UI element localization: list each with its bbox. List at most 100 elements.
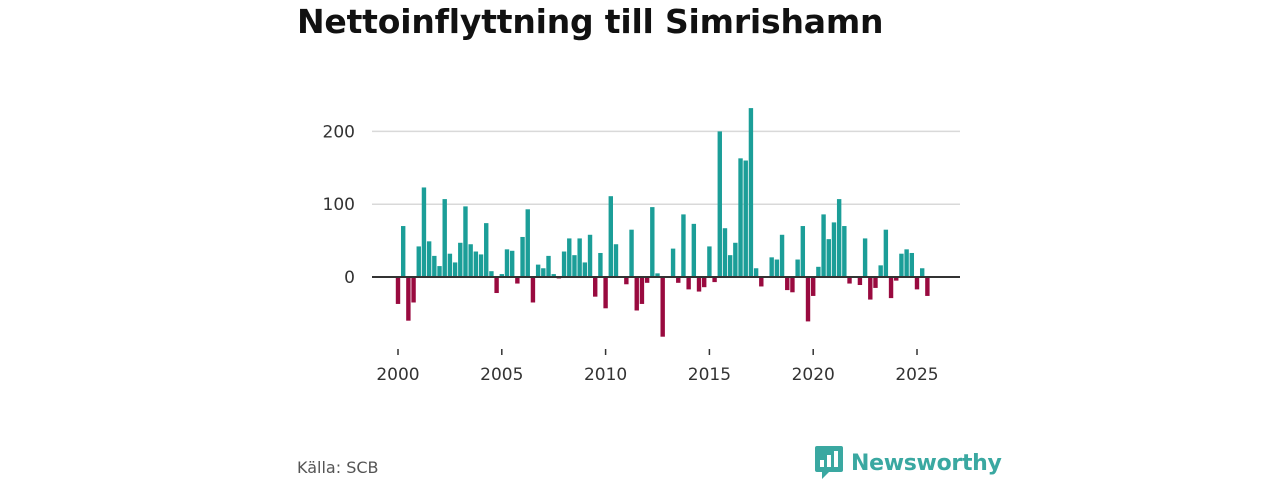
bar (733, 242, 738, 277)
brand-name: Newsworthy (851, 450, 1002, 476)
bar (816, 266, 821, 277)
x-tick-label: 2015 (688, 365, 731, 385)
bar (691, 223, 697, 277)
bar (484, 223, 489, 277)
gridlines (372, 130, 960, 205)
bar (919, 268, 925, 277)
source-note: Källa: SCB (297, 458, 379, 477)
bar (899, 253, 904, 277)
bar (811, 277, 816, 296)
x-tick-label: 2005 (480, 365, 523, 385)
bar (686, 277, 691, 290)
bar (535, 264, 541, 277)
y-tick-label: 200 (323, 122, 355, 142)
bar (676, 277, 681, 283)
y-tick-label: 100 (323, 195, 355, 215)
bar (582, 262, 588, 277)
bar (468, 244, 473, 277)
bar (650, 207, 655, 277)
bar (437, 266, 442, 277)
bar (515, 277, 520, 284)
bar (421, 187, 427, 277)
bar (546, 255, 551, 277)
bar (561, 251, 567, 277)
bar (489, 271, 494, 277)
bar (634, 277, 639, 311)
bar (831, 222, 837, 277)
bar (603, 277, 608, 309)
bar (914, 277, 920, 290)
bar (644, 277, 650, 283)
bar (821, 214, 826, 277)
bar (795, 259, 800, 277)
newsworthy-logo-icon (815, 446, 843, 479)
bar (748, 108, 754, 277)
bar (447, 253, 453, 277)
bar (567, 238, 572, 277)
bar (800, 226, 806, 277)
bar (525, 209, 530, 277)
bar (712, 277, 717, 283)
bar (624, 277, 629, 285)
bar (868, 277, 873, 300)
bar (572, 255, 577, 277)
bar (826, 239, 831, 277)
bar (790, 277, 795, 293)
bar (509, 250, 515, 277)
bar (406, 277, 411, 321)
bar (473, 251, 479, 277)
x-tick-label: 2020 (792, 365, 835, 385)
bar (400, 226, 406, 277)
bar (478, 254, 484, 277)
bar (836, 199, 842, 277)
bar (499, 274, 504, 277)
x-tick-label: 2000 (376, 365, 419, 385)
bar (426, 241, 432, 277)
bar (753, 268, 759, 277)
bar (411, 277, 416, 303)
brand-logo[interactable]: Newsworthy (815, 446, 1002, 480)
bar (738, 158, 743, 277)
bar (878, 265, 883, 277)
bar (452, 262, 458, 277)
bar (696, 277, 702, 292)
x-tick-label: 2010 (584, 365, 627, 385)
bar (494, 277, 499, 294)
bar (681, 214, 686, 277)
bar (655, 273, 660, 277)
x-tick-label: 2025 (895, 365, 938, 385)
bar (541, 268, 546, 277)
bar (520, 236, 525, 277)
bar (888, 277, 894, 299)
bar (904, 249, 909, 277)
bar (442, 199, 447, 277)
bar (598, 252, 603, 277)
bar (769, 257, 774, 277)
bar (717, 131, 722, 277)
bar (862, 238, 868, 277)
bar (670, 248, 676, 277)
tick-labels: 0 100 200 2000 2005 2010 2015 2020 2025 (323, 122, 939, 385)
bar (707, 246, 712, 277)
bar (842, 226, 847, 277)
y-tick-label: 0 (344, 268, 355, 288)
bar (660, 277, 665, 337)
bar (504, 249, 510, 277)
bar (577, 238, 582, 277)
bar (613, 244, 619, 277)
bar (551, 274, 556, 277)
bar (416, 246, 421, 277)
bar (629, 229, 634, 277)
bar (432, 255, 437, 277)
bar (847, 277, 852, 284)
bar (639, 277, 645, 304)
bar (857, 277, 863, 286)
bar (873, 277, 878, 288)
bar (785, 277, 790, 291)
bar (925, 277, 930, 296)
bar (458, 242, 463, 277)
bar (759, 277, 764, 287)
bar (883, 229, 889, 277)
bars (395, 108, 930, 337)
